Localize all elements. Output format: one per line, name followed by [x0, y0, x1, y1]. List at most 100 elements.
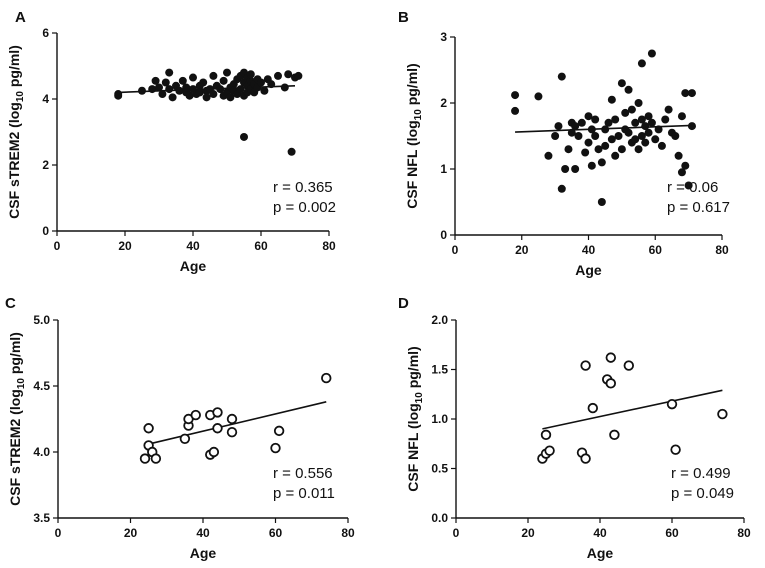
- data-point: [511, 91, 520, 100]
- x-tick-label: 60: [649, 243, 663, 257]
- x-tick-label: 20: [521, 526, 535, 540]
- panel-a: A 0 20 40 60 80 0 2 4 6 Age CSF sTREM2 (log10 pg/ml…: [6, 9, 336, 274]
- data-point: [681, 161, 690, 170]
- x-axis-title: Age: [180, 258, 207, 274]
- panel-d: D 0 20 40 60 80 0.0 0.5 1.0 1.5 2.0 Age CSF NFL (log…: [398, 295, 751, 561]
- data-point: [687, 89, 696, 98]
- data-point: [631, 135, 640, 144]
- data-point: [617, 79, 626, 88]
- data-point: [621, 108, 630, 117]
- data-point: [644, 128, 653, 137]
- r-value: r = 0.06: [667, 179, 718, 196]
- data-point: [571, 165, 580, 173]
- data-point: [607, 135, 616, 144]
- data-point: [260, 86, 269, 95]
- y-tick-label: 2.0: [431, 313, 448, 327]
- r-value: r = 0.365: [273, 179, 333, 196]
- data-point: [670, 444, 681, 455]
- data-point: [641, 138, 650, 147]
- panel-b: B 0 20 40 60 80 0 1 2 3 Age CSF NFL (log10 pg/ml) r …: [398, 9, 730, 278]
- y-tick-label: 0.0: [431, 511, 448, 525]
- r-value: r = 0.499: [671, 465, 731, 482]
- data-point: [627, 105, 636, 114]
- data-point: [637, 132, 646, 140]
- x-tick-label: 0: [54, 239, 61, 253]
- data-point: [284, 70, 293, 79]
- data-point: [587, 161, 596, 170]
- data-point: [216, 85, 225, 94]
- data-point: [581, 148, 590, 157]
- data-point: [209, 90, 218, 99]
- data-point: [657, 141, 666, 150]
- data-point: [155, 83, 163, 92]
- data-point: [150, 453, 162, 464]
- data-point: [199, 78, 208, 87]
- data-point: [611, 115, 620, 124]
- data-point: [280, 83, 289, 92]
- data-point: [584, 112, 593, 121]
- data-point: [637, 59, 646, 68]
- data-point: [674, 151, 683, 160]
- data-point: [609, 429, 620, 441]
- y-axis-title: CSF NFL (log10 pg/ml): [405, 346, 425, 491]
- data-point: [202, 93, 211, 102]
- data-point: [165, 85, 174, 94]
- data-point: [591, 132, 600, 140]
- y-tick-label: 1: [440, 162, 447, 176]
- panel-c: C 0 20 40 60 80 3.5 4.0 4.5 5.0 Age CSF sTREM2 (log…: [5, 295, 355, 561]
- y-axis-title: CSF sTREM2 (log10 pg/ml): [7, 332, 27, 506]
- data-point: [580, 453, 591, 464]
- data-point: [554, 122, 563, 131]
- data-point: [223, 68, 231, 77]
- p-value: p = 0.002: [273, 199, 336, 216]
- x-tick-label: 80: [737, 526, 751, 540]
- x-tick-label: 60: [254, 239, 268, 253]
- x-tick-label: 80: [322, 239, 336, 253]
- data-point: [605, 352, 617, 363]
- data-point: [161, 78, 170, 87]
- y-tick-label: 0: [42, 224, 49, 238]
- data-point: [178, 76, 187, 85]
- x-tick-label: 60: [269, 526, 283, 540]
- data-point: [557, 72, 566, 81]
- y-tick-label: 3.5: [33, 511, 50, 525]
- data-point: [664, 105, 673, 114]
- data-point: [270, 442, 281, 454]
- x-tick-label: 20: [124, 526, 138, 540]
- data-point: [179, 433, 191, 445]
- regression-line: [148, 401, 327, 445]
- data-point: [226, 413, 238, 425]
- y-tick-label: 4.0: [33, 445, 50, 459]
- data-point: [143, 423, 154, 434]
- data-point: [209, 71, 218, 80]
- data-point: [623, 360, 635, 371]
- x-tick-label: 40: [186, 239, 200, 253]
- data-point: [212, 407, 223, 418]
- data-point: [114, 90, 123, 99]
- data-point: [571, 122, 580, 131]
- data-point: [666, 398, 678, 410]
- data-point: [601, 141, 610, 150]
- data-point: [717, 408, 728, 420]
- data-point: [624, 128, 633, 137]
- data-point: [257, 78, 265, 87]
- y-tick-label: 4.5: [33, 379, 50, 393]
- panel-letter: D: [398, 295, 409, 312]
- data-point: [544, 445, 555, 456]
- data-point: [617, 145, 626, 154]
- y-tick-label: 3: [440, 30, 447, 44]
- data-point: [634, 99, 643, 107]
- x-axis-title: Age: [587, 545, 614, 561]
- data-point: [273, 425, 285, 437]
- y-tick-label: 4: [42, 92, 49, 106]
- data-point: [544, 151, 553, 160]
- regression-line: [542, 389, 723, 430]
- data-point: [168, 93, 177, 102]
- y-axis-title: CSF sTREM2 (log10 pg/ml): [6, 45, 26, 219]
- data-point: [687, 122, 696, 131]
- data-point: [246, 70, 255, 79]
- data-point: [671, 132, 680, 140]
- data-point: [294, 71, 303, 80]
- x-axis-title: Age: [190, 545, 217, 561]
